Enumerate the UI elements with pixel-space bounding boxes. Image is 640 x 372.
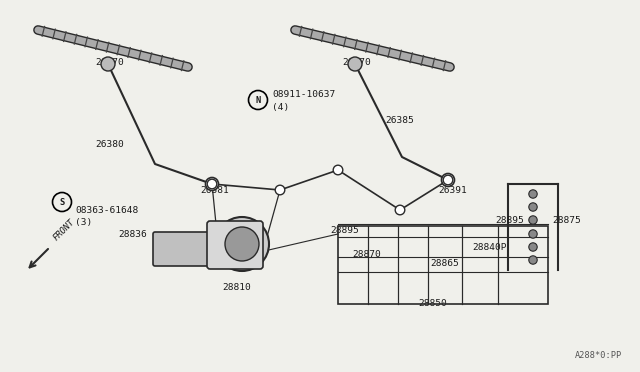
Text: 28836: 28836 [118,230,147,238]
Text: 28840: 28840 [222,250,251,259]
FancyBboxPatch shape [207,221,263,269]
Text: 28895: 28895 [330,225,359,234]
Text: (3): (3) [75,218,92,227]
FancyBboxPatch shape [153,232,215,266]
Circle shape [205,177,218,190]
Text: 28810: 28810 [222,282,251,292]
Circle shape [529,216,537,224]
Text: 26381: 26381 [200,186,228,195]
Circle shape [396,205,405,215]
Circle shape [444,175,453,185]
Circle shape [529,190,537,198]
Circle shape [215,217,269,271]
Circle shape [348,57,362,71]
Text: 08911-10637: 08911-10637 [272,90,335,99]
Circle shape [225,227,259,261]
Text: 28840P: 28840P [472,243,506,251]
Text: 26385: 26385 [385,115,413,125]
Circle shape [275,185,285,195]
Text: A288*0:PP: A288*0:PP [575,351,622,360]
Circle shape [333,165,343,175]
Text: 28870: 28870 [352,250,381,259]
Text: 26370: 26370 [342,58,371,67]
Circle shape [529,243,537,251]
Text: 08363-61648: 08363-61648 [75,205,138,215]
Text: 28875: 28875 [552,215,580,224]
Text: 26391: 26391 [438,186,467,195]
Circle shape [529,256,537,264]
Circle shape [101,57,115,71]
Circle shape [529,203,537,211]
Text: N: N [255,96,260,105]
Text: S: S [60,198,65,206]
Circle shape [207,179,217,189]
Text: 28850: 28850 [418,299,447,308]
Text: FRONT: FRONT [52,217,77,242]
Text: 28895: 28895 [495,215,524,224]
Text: 26380: 26380 [95,140,124,148]
Text: (4): (4) [272,103,289,112]
Bar [338,226,548,304]
Circle shape [529,230,537,238]
Text: 26370: 26370 [95,58,124,67]
Circle shape [442,173,454,186]
Text: 28865: 28865 [430,260,459,269]
